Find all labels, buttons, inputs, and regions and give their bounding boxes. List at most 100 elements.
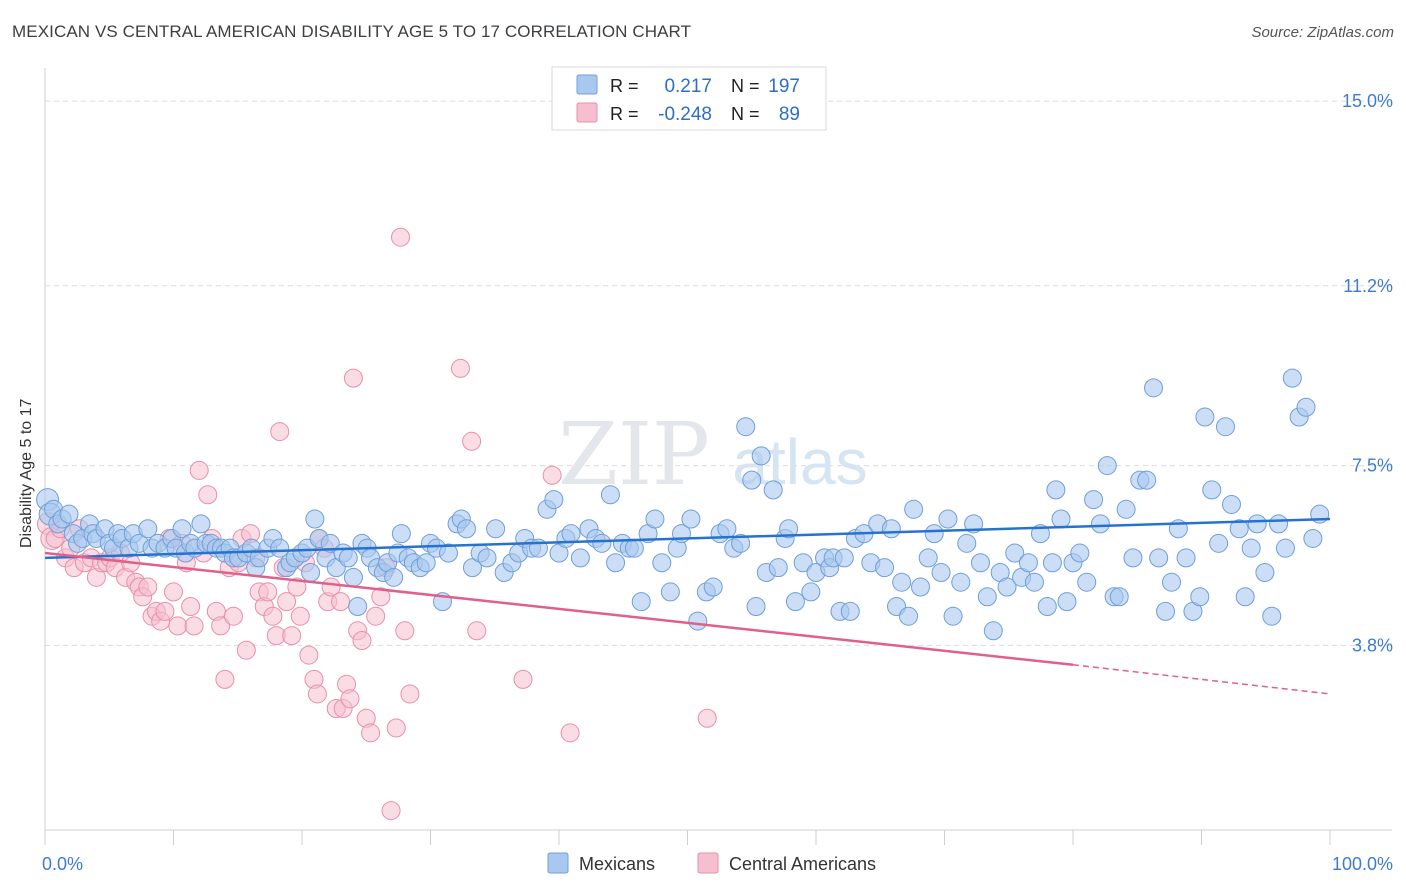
- data-point-mexicans: [875, 558, 895, 578]
- data-point-central: [381, 801, 401, 821]
- trend-line-central: [44, 551, 1074, 667]
- series-mexicans: [36, 368, 1330, 641]
- data-point-mexicans: [600, 485, 620, 505]
- data-point-mexicans: [746, 596, 766, 616]
- data-point-central: [168, 616, 188, 636]
- data-point-mexicans: [911, 577, 931, 597]
- data-point-mexicans: [918, 548, 938, 568]
- data-point-mexicans: [1209, 533, 1229, 553]
- data-point-mexicans: [384, 567, 404, 587]
- bottom-legend-swatch-mexicans: [547, 852, 569, 874]
- data-point-central: [223, 606, 243, 626]
- legend-r-label-1: R =: [610, 76, 639, 96]
- data-point-mexicans: [1221, 494, 1241, 514]
- data-point-mexicans: [1024, 572, 1044, 592]
- data-point-central: [340, 689, 360, 709]
- data-point-mexicans: [631, 592, 651, 612]
- data-point-mexicans: [320, 533, 340, 553]
- data-point-mexicans: [1149, 548, 1169, 568]
- data-point-mexicans: [793, 553, 813, 573]
- source-label: Source: ZipAtlas.com: [1251, 24, 1394, 41]
- data-point-mexicans: [983, 621, 1003, 641]
- data-point-mexicans: [592, 533, 612, 553]
- data-point-mexicans: [343, 567, 363, 587]
- data-point-central: [189, 460, 209, 480]
- tick-labels: 15.0% 11.2% 7.5% 3.8% 0.0% 100.0%: [42, 91, 1393, 874]
- data-point-central: [307, 684, 327, 704]
- data-point-mexicans: [348, 596, 368, 616]
- data-point-mexicans: [924, 524, 944, 544]
- data-point-central: [258, 582, 278, 602]
- data-point-mexicans: [1282, 368, 1302, 388]
- data-point-mexicans: [1116, 499, 1136, 519]
- data-point-central: [697, 708, 717, 728]
- data-point-mexicans: [561, 524, 581, 544]
- data-point-central: [299, 645, 319, 665]
- data-point-mexicans: [731, 533, 751, 553]
- data-point-mexicans: [456, 519, 476, 539]
- data-point-mexicans: [742, 470, 762, 490]
- data-point-mexicans: [570, 548, 590, 568]
- data-point-central: [184, 616, 204, 636]
- data-point-mexicans: [301, 562, 321, 582]
- data-point-mexicans: [1123, 548, 1143, 568]
- legend-n-value-2: 89: [779, 104, 800, 125]
- axes: [44, 68, 1392, 845]
- data-point-mexicans: [1247, 514, 1267, 534]
- data-point-mexicans: [943, 606, 963, 626]
- data-point-mexicans: [645, 509, 665, 529]
- data-point-central: [287, 577, 307, 597]
- data-point-central: [215, 669, 235, 689]
- data-point-mexicans: [938, 509, 958, 529]
- data-point-mexicans: [1156, 601, 1176, 621]
- data-point-mexicans: [1070, 543, 1090, 563]
- data-point-mexicans: [717, 519, 737, 539]
- data-point-mexicans: [779, 519, 799, 539]
- data-point-central: [331, 592, 351, 612]
- data-point-central: [352, 631, 372, 650]
- data-point-mexicans: [1077, 572, 1097, 592]
- data-point-mexicans: [1229, 519, 1249, 539]
- legend-r-label-2: R =: [610, 104, 639, 124]
- data-point-mexicans: [652, 553, 672, 573]
- data-point-central: [282, 626, 302, 646]
- data-point-mexicans: [688, 611, 708, 631]
- data-point-central: [343, 368, 363, 388]
- data-point-mexicans: [59, 504, 79, 524]
- legend-swatch-mexicans: [576, 74, 598, 95]
- data-point-mexicans: [977, 587, 997, 607]
- data-point-central: [467, 621, 487, 641]
- data-point-mexicans: [1057, 592, 1077, 612]
- data-point-mexicans: [1137, 470, 1157, 490]
- legend-n-label-2: N =: [731, 104, 760, 124]
- data-point-mexicans: [486, 519, 506, 539]
- data-point-central: [211, 616, 231, 636]
- legend-box: [551, 66, 827, 131]
- y-tick-label: 7.5%: [1352, 456, 1393, 476]
- data-point-mexicans: [462, 558, 482, 578]
- trend-line-mexicans: [44, 517, 1331, 560]
- data-point-mexicans: [736, 417, 756, 437]
- data-point-mexicans: [338, 548, 358, 568]
- data-point-mexicans: [624, 538, 644, 558]
- data-point-mexicans: [1162, 572, 1182, 592]
- data-point-mexicans: [1241, 538, 1261, 558]
- data-point-mexicans: [904, 499, 924, 519]
- bottom-legend-swatch-central: [697, 852, 719, 874]
- data-point-mexicans: [391, 524, 411, 544]
- data-point-mexicans: [703, 577, 723, 597]
- data-point-mexicans: [997, 577, 1017, 597]
- data-point-mexicans: [660, 582, 680, 602]
- data-point-mexicans: [1051, 509, 1071, 529]
- data-point-mexicans: [957, 533, 977, 553]
- data-point-mexicans: [1255, 562, 1275, 582]
- data-point-mexicans: [951, 572, 971, 592]
- data-point-mexicans: [1269, 514, 1289, 534]
- data-point-mexicans: [1202, 480, 1222, 500]
- watermark: ZIP atlas: [558, 405, 867, 505]
- data-point-mexicans: [544, 490, 564, 510]
- data-point-mexicans: [1084, 490, 1104, 510]
- data-point-central: [164, 582, 183, 602]
- series-central-americans: [36, 227, 717, 821]
